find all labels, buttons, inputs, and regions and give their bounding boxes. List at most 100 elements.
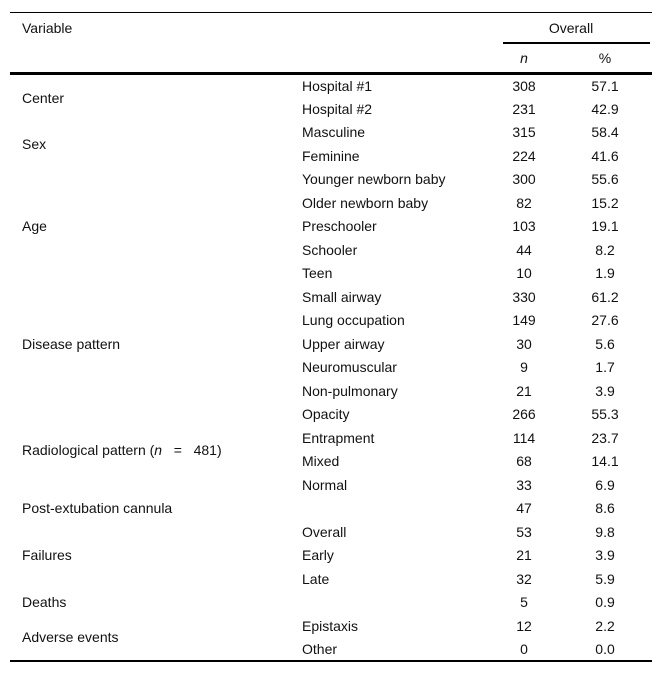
table-row: Sex Masculine 315 58.4 (10, 121, 652, 152)
header-row-sub: n % (10, 43, 653, 75)
percent-value-cell: 14.1 (591, 453, 619, 470)
n-value-cell: 82 (516, 194, 532, 211)
variable-group-label: Post-extubation cannula (22, 500, 173, 517)
percent-value-cell: 1.9 (595, 265, 615, 282)
percent-value-cell: 15.2 (591, 194, 619, 211)
n-value-cell: 21 (516, 382, 532, 399)
n-value-cell: 21 (516, 547, 532, 564)
subcategory-cell: Schooler (302, 241, 358, 258)
subcategory-cell: Preschooler (302, 218, 377, 235)
n-value-cell: 44 (516, 241, 532, 258)
subcategory-cell: Older newborn baby (302, 194, 429, 211)
percent-value-cell: 58.4 (591, 124, 619, 141)
n-value-cell: 224 (512, 147, 536, 164)
variable-group-label: Disease pattern (22, 335, 121, 352)
n-value-cell: 9 (520, 359, 528, 376)
table-row: Adverse events Epistaxis 12 2.2 (10, 614, 652, 645)
n-value-cell: 330 (512, 288, 536, 305)
column-header-overall: Overall (490, 13, 652, 44)
percent-value-cell: 1.7 (595, 359, 615, 376)
table-row: Center Hospital #1 308 57.1 (10, 74, 652, 106)
n-value-cell: 266 (512, 406, 536, 423)
n-value-cell: 300 (512, 171, 536, 188)
subcategory-cell (302, 591, 490, 615)
table-row: Schooler 44 8.2 (10, 238, 652, 262)
percent-value-cell: 2.2 (595, 617, 615, 634)
subcategory-cell: Younger newborn baby (302, 171, 446, 188)
percent-value-cell: 6.9 (595, 476, 615, 493)
subcategory-cell: Masculine (302, 124, 366, 141)
table-row: Radiological pattern (n = 481) Opacity 266… (10, 403, 652, 457)
n-value-cell: 315 (512, 124, 536, 141)
percent-value-cell: 19.1 (591, 218, 619, 235)
table-row: Feminine 224 41.6 (10, 144, 652, 168)
table-row: Disease pattern Small airway 330 61.2 (10, 285, 652, 352)
table-row: Other 0 0.0 (10, 638, 652, 662)
n-value-cell: 308 (512, 78, 536, 94)
n-value-cell: 53 (516, 523, 532, 540)
table-row: Failures Overall 53 9.8 (10, 520, 652, 564)
variable-group-label: Deaths (22, 594, 67, 611)
variable-label-suffix: = 481) (162, 441, 222, 458)
subcategory-cell: Overall (302, 523, 347, 540)
table-row: Lung occupation 149 27.6 (10, 309, 652, 333)
percent-value-cell: 57.1 (591, 78, 619, 94)
table-row: Age Younger newborn baby 300 55.6 (10, 168, 652, 234)
percent-value-cell: 5.6 (595, 335, 615, 352)
table-row: Entrapment 114 23.7 (10, 426, 652, 450)
subcategory-cell: Entrapment (302, 429, 375, 446)
n-value-cell: 231 (512, 100, 536, 117)
subcategory-cell: Lung occupation (302, 312, 405, 329)
table-row: Preschooler 103 19.1 (10, 215, 652, 239)
subcategory-cell: Small airway (302, 288, 382, 305)
subcategory-cell: Hospital #2 (302, 100, 373, 117)
variable-group-label: Radiological pattern (n = 481) (10, 403, 302, 497)
percent-value-cell: 0.0 (595, 640, 615, 657)
table-row: Mixed 68 14.1 (10, 450, 652, 474)
percent-value-cell: 23.7 (591, 429, 619, 446)
summary-table: Variable Overall n % Center Hospital #1 30… (10, 12, 653, 662)
table-row: Teen 10 1.9 (10, 262, 652, 286)
column-header-percent: % (558, 43, 653, 75)
percent-value-cell: 3.9 (595, 382, 615, 399)
percent-value-cell: 9.8 (595, 523, 615, 540)
table-row: Upper airway 30 5.6 (10, 332, 652, 356)
subcategory-cell (302, 497, 490, 521)
header-row-top: Variable Overall (10, 13, 652, 44)
variable-group-label: Sex (22, 136, 47, 152)
variable-label-prefix: Radiological pattern ( (22, 441, 155, 458)
n-value-cell: 149 (512, 312, 536, 329)
variable-group-label: Age (22, 218, 47, 235)
subcategory-cell: Epistaxis (302, 617, 359, 634)
percent-value-cell: 41.6 (591, 147, 619, 164)
table-row: Neuromuscular 9 1.7 (10, 356, 652, 380)
variable-group-label: Adverse events (22, 629, 119, 645)
n-value-cell: 68 (516, 453, 532, 470)
percent-value-cell: 61.2 (591, 288, 619, 305)
table-row: Older newborn baby 82 15.2 (10, 191, 652, 215)
table-row: Hospital #2 231 42.9 (10, 97, 652, 121)
subcategory-cell: Upper airway (302, 335, 385, 352)
percent-value-cell: 55.3 (591, 406, 619, 423)
percent-value-cell: 8.2 (595, 241, 615, 258)
variable-label-n: n (154, 441, 163, 458)
column-header-variable: Variable (22, 20, 73, 37)
column-header-n: n (490, 43, 559, 75)
n-value-cell: 114 (512, 429, 536, 446)
subcategory-cell: Neuromuscular (302, 359, 397, 376)
n-value-cell: 103 (512, 218, 536, 235)
table-row: Normal 33 6.9 (10, 473, 652, 497)
subcategory-cell: Hospital #1 (302, 78, 373, 94)
percent-value-cell: 42.9 (591, 100, 619, 117)
variable-group-label: Failures (22, 547, 72, 564)
header-spacer-cell (10, 43, 491, 75)
table-row: Deaths 5 0.9 (10, 591, 652, 615)
subcategory-cell: Teen (302, 265, 333, 282)
percent-value-cell: 0.9 (595, 594, 615, 611)
percent-value-cell: 27.6 (591, 312, 619, 329)
n-value-cell: 33 (516, 476, 532, 493)
table-header: Variable Overall n % (10, 13, 653, 75)
table-body: Center Hospital #1 308 57.1 Hospital #2 231 42… (10, 74, 652, 662)
subcategory-cell: Feminine (302, 147, 360, 164)
subcategory-cell: Opacity (302, 406, 350, 423)
